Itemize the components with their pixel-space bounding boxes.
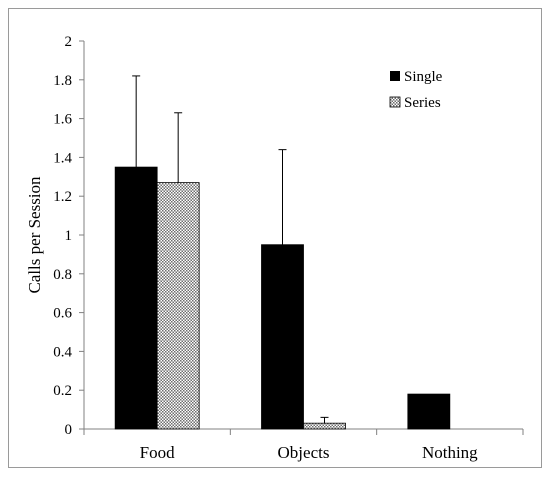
y-tick-label: 0.2 [53, 383, 72, 399]
y-tick-label: 1.4 [53, 150, 72, 166]
error-bars-group [132, 75, 329, 424]
x-axis-ticks: Food Objects Nothing [83, 429, 524, 462]
y-tick-label: 1.6 [53, 112, 72, 128]
y-axis-ticks: 0 0.2 0.4 0.6 0.8 1 1.2 1.4 1.6 1.8 2 [53, 34, 84, 438]
y-tick-label: 2 [65, 34, 73, 50]
y-tick-label: 0.6 [53, 306, 72, 322]
y-tick-label: 1 [65, 228, 73, 244]
legend: Single Series [389, 69, 443, 111]
bars-group [114, 166, 451, 430]
y-tick-label: 0.4 [53, 344, 72, 360]
x-category-label: Objects [278, 443, 330, 462]
y-tick-label: 1.8 [53, 73, 72, 89]
y-tick-label: 1.2 [53, 189, 72, 205]
legend-swatch-single [390, 71, 400, 81]
legend-swatch-series [389, 96, 401, 108]
y-axis-title: Calls per Session [25, 176, 44, 294]
bar-single-food [114, 166, 158, 430]
bar-single-nothing [407, 393, 451, 430]
x-category-label: Nothing [422, 443, 478, 462]
y-tick-label: 0.8 [53, 267, 72, 283]
legend-label-series: Series [404, 95, 441, 111]
bar-single-objects [261, 244, 304, 430]
legend-label-single: Single [404, 69, 443, 85]
bar-series-food [156, 182, 200, 430]
y-tick-label: 0 [65, 422, 73, 438]
bar-series-objects [303, 422, 346, 430]
x-category-label: Food [140, 443, 175, 462]
